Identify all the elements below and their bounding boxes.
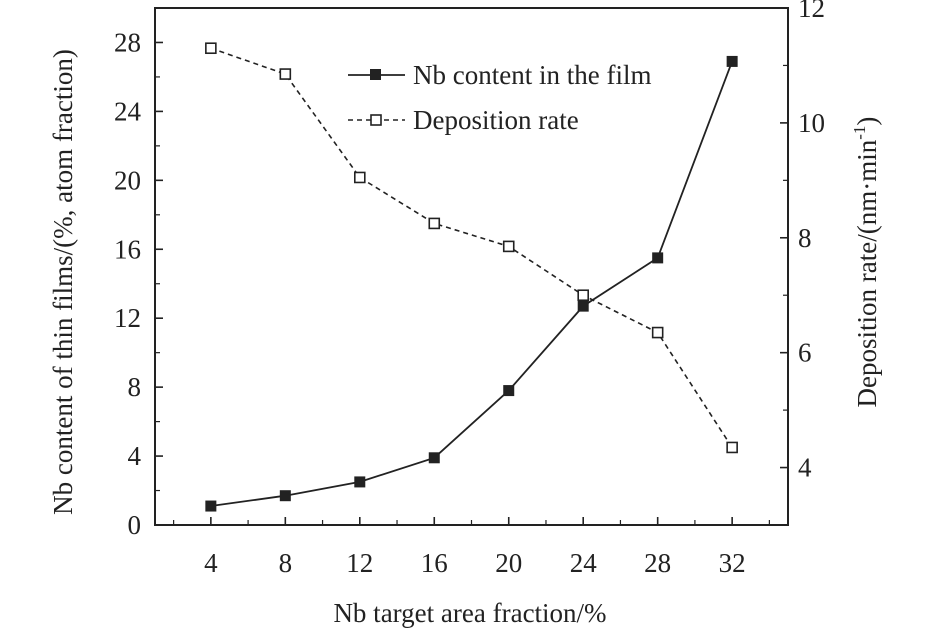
right-y-tick-label: 10 [798,108,825,138]
series-1-point [279,68,292,80]
x-tick-label: 20 [495,548,522,578]
left-y-tick-label: 8 [128,372,142,402]
series-0-point [726,55,738,67]
right-y-tick-label: 12 [798,0,825,23]
x-tick-label: 24 [570,548,598,578]
series-1-point [577,289,590,302]
right-y-tick-label: 4 [798,453,812,483]
series-0-point [428,452,440,464]
legend-label-deposition-rate: Deposition rate [413,105,579,135]
x-tick-label: 32 [719,548,746,578]
x-tick-label: 16 [421,548,448,578]
series-line-0 [210,61,733,507]
series-0-point [354,476,366,488]
x-axis-title: Nb target area fraction/% [333,598,606,628]
series-0-point [577,300,589,312]
series-1-point [726,441,738,454]
series-layer [205,42,738,512]
series-1-point [651,326,664,339]
legend-label-nb-content: Nb content in the film [413,60,651,90]
x-tick-label: 4 [204,548,218,578]
left-y-tick-label: 24 [114,96,142,126]
left-y-tick-label: 20 [114,165,141,195]
series-1-point [353,171,366,184]
series-0-point [503,385,515,397]
legend-entry-deposition-rate: Deposition rate [348,105,579,135]
x-axis-ticks: 4 8 12 16 20 24 28 32 [173,517,770,578]
x-tick-label: 28 [644,548,671,578]
series-1-point [428,217,441,230]
right-y-axis-title-main: Deposition rate/(nm·min [852,139,882,407]
right-y-axis-title: Deposition rate/(nm·min-1) [850,117,882,408]
left-y-tick-label: 16 [114,234,141,264]
series-0-point [652,252,664,264]
right-y-tick-label: 6 [798,338,812,368]
left-y-tick-label: 4 [128,441,142,471]
right-y-axis-title-superscript: -1 [850,126,869,140]
right-y-axis-ticks: 4 6 8 10 12 [780,0,825,483]
legend: Nb content in the film Deposition rate [348,60,651,135]
series-line-1 [210,47,733,448]
right-y-tick-label: 8 [798,223,812,253]
series-1-point [502,240,515,253]
left-y-tick-label: 0 [128,510,142,540]
series-0-point [279,490,291,502]
left-y-tick-label: 28 [114,27,141,57]
right-y-axis-title-close: ) [852,117,882,126]
x-tick-label: 8 [279,548,293,578]
series-0-point [205,500,217,512]
left-y-axis-title: Nb content of thin films/(%, atom fracti… [48,49,78,515]
left-y-axis-ticks: 0 4 8 12 16 20 24 28 [114,27,163,540]
series-1-point [205,42,217,55]
x-tick-label: 12 [346,548,373,578]
left-y-tick-label: 12 [114,303,141,333]
legend-entry-nb-content: Nb content in the film [348,60,651,90]
